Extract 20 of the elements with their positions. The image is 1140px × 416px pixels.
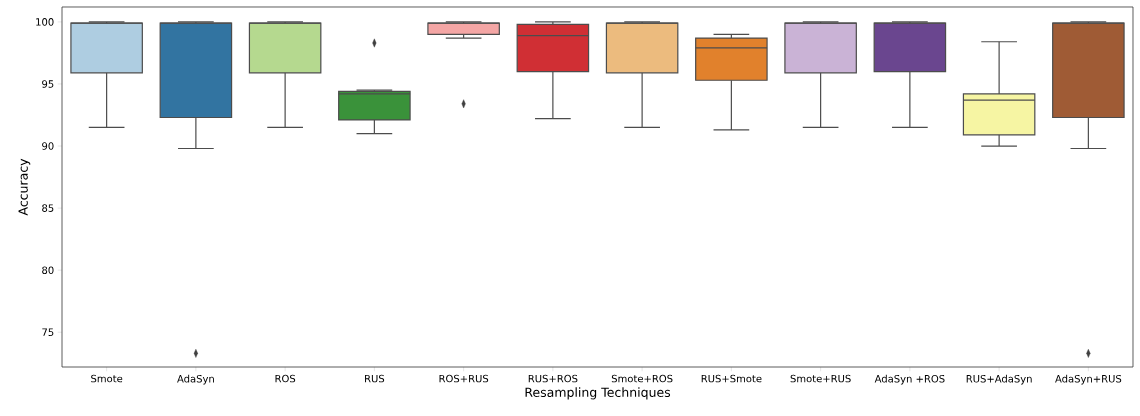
x-tick-label: ROS+RUS xyxy=(439,374,489,383)
x-tick-label: RUS xyxy=(365,374,385,383)
y-tick-label: 95 xyxy=(42,80,54,88)
x-tick-label: ROS xyxy=(275,374,296,383)
x-tick-label: RUS+AdaSyn xyxy=(966,374,1032,385)
x-tick-label: AdaSyn+RUS xyxy=(1055,374,1122,385)
x-axis-title: Resampling Techniques xyxy=(525,387,671,400)
x-tick-label: RUS+Smote xyxy=(701,374,762,383)
x-tick-label: AdaSyn xyxy=(177,374,214,385)
x-tick-label: Smote+ROS xyxy=(611,374,673,383)
y-tick-label: 75 xyxy=(42,328,54,336)
y-axis-title: Accuracy xyxy=(18,158,31,216)
y-tick-label: 80 xyxy=(42,266,54,274)
x-tick-label: AdaSyn +ROS xyxy=(874,374,945,385)
x-tick-label: Smote+RUS xyxy=(790,374,851,383)
y-tick-label: 100 xyxy=(36,18,54,26)
y-tick-label: 85 xyxy=(42,204,54,212)
x-tick-label: Smote xyxy=(91,374,123,383)
y-tick-label: 90 xyxy=(42,142,54,150)
x-tick-label: RUS+ROS xyxy=(528,374,578,383)
